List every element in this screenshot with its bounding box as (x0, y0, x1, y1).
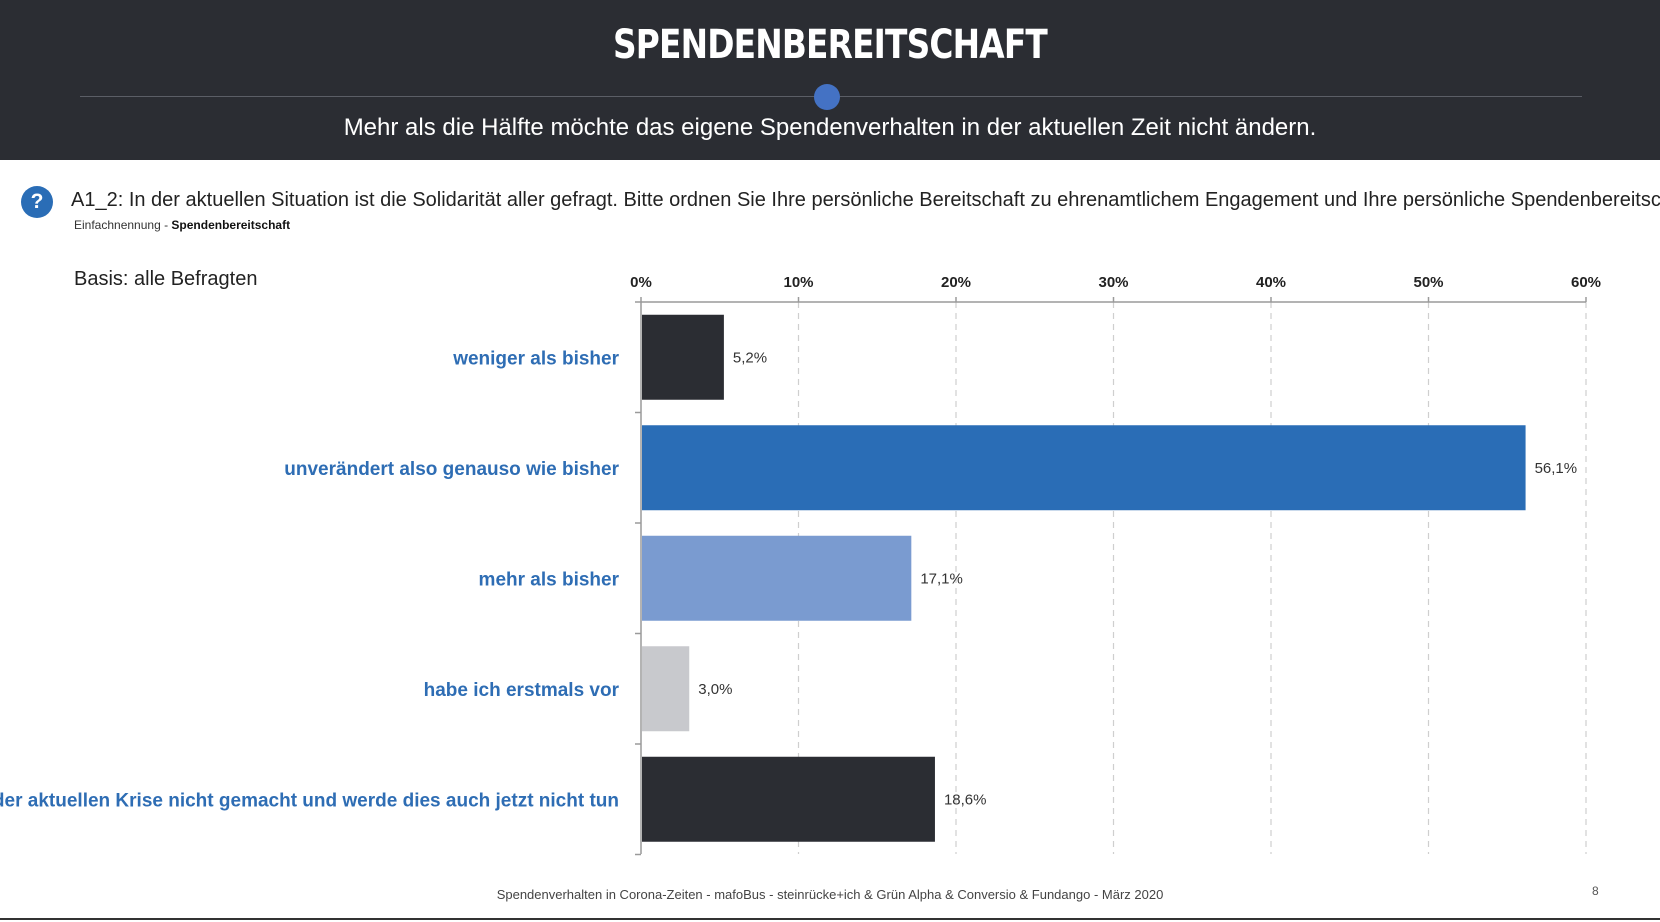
x-tick-label: 20% (941, 274, 971, 291)
x-tick-label: 0% (630, 274, 652, 291)
bar (642, 646, 690, 732)
data-label: 5,2% (733, 349, 767, 366)
header-banner: SPENDENBEREITSCHAFT Mehr als die Hälfte … (0, 0, 1660, 160)
page-subtitle: Mehr als die Hälfte möchte das eigene Sp… (343, 114, 1317, 141)
basis-label: Basis: alle Befragten (74, 268, 258, 290)
category-label: habe ich erstmals vor (424, 680, 620, 701)
bar (642, 535, 912, 621)
question-meta: Einfachnennung - Spendenbereitschaft (74, 218, 290, 232)
x-tick-label: 30% (1098, 274, 1128, 291)
bar (642, 314, 724, 400)
category-label: habe ich vor der aktuellen Krise nicht g… (0, 790, 619, 811)
question-text: A1_2: In der aktuellen Situation ist die… (71, 189, 1660, 211)
header-dot-icon (814, 84, 840, 110)
bar (642, 425, 1526, 511)
data-label: 17,1% (920, 570, 963, 587)
category-label: mehr als bisher (479, 569, 620, 590)
bar (642, 756, 935, 842)
meta-strong: Spendenbereitschaft (171, 218, 291, 232)
meta-prefix: Einfachnennung - (74, 218, 172, 232)
x-tick-label: 40% (1256, 274, 1286, 291)
question-icon: ? (21, 186, 53, 218)
page-title: SPENDENBEREITSCHAFT (613, 22, 1048, 68)
bottom-divider (0, 918, 1660, 920)
data-label: 3,0% (698, 681, 732, 698)
page-number: 8 (1592, 884, 1599, 898)
data-label: 18,6% (944, 791, 987, 808)
x-tick-label: 60% (1571, 274, 1601, 291)
category-label: unverändert also genauso wie bisher (284, 459, 619, 480)
data-label: 56,1% (1535, 460, 1578, 477)
x-tick-label: 50% (1413, 274, 1443, 291)
x-tick-label: 10% (783, 274, 813, 291)
category-label: weniger als bisher (452, 348, 619, 369)
footer-text: Spendenverhalten in Corona-Zeiten - mafo… (496, 887, 1164, 902)
